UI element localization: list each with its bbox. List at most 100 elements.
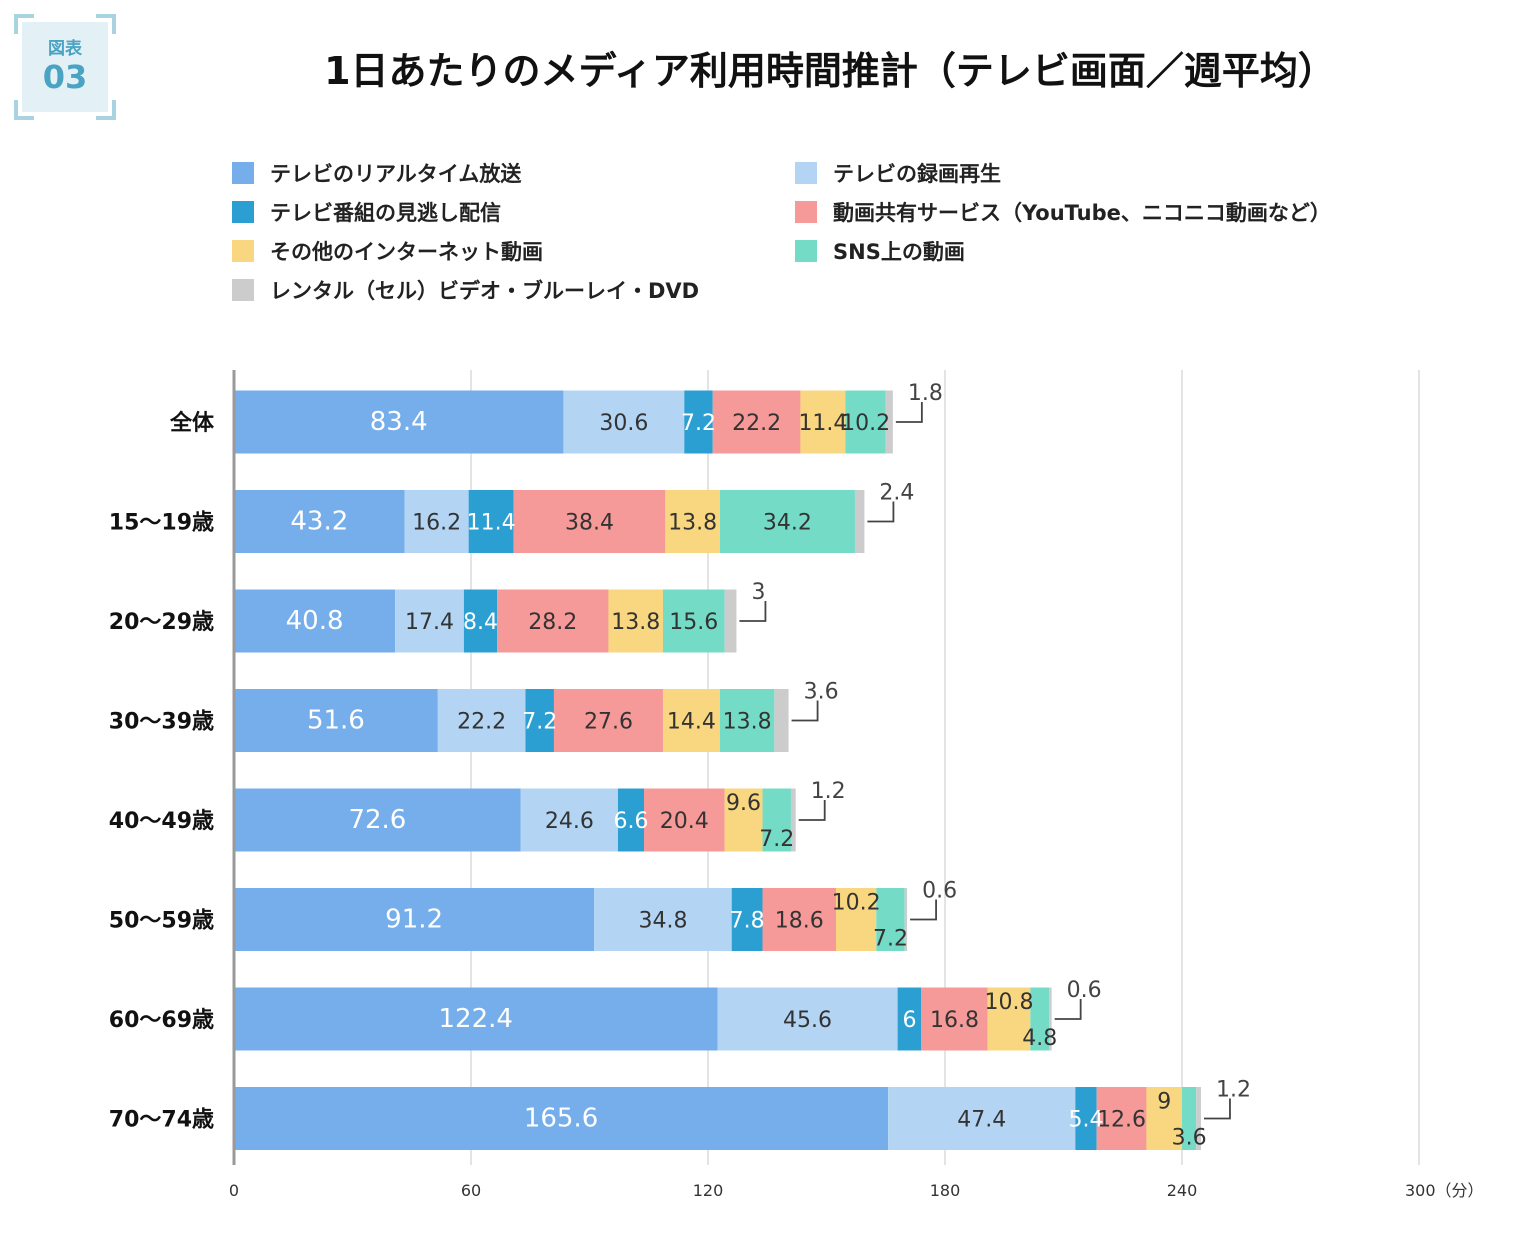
callout-line (867, 501, 895, 523)
legend-item: テレビのリアルタイム放送 (232, 158, 521, 188)
legend-swatch (795, 240, 817, 262)
bar-segment (762, 888, 836, 951)
bar-segment (1196, 1087, 1201, 1150)
data-label: 43.2 (290, 507, 348, 537)
bar-segment (234, 390, 564, 454)
data-label: 11.4 (798, 411, 847, 436)
x-tick-label: 120 (693, 1181, 724, 1200)
legend-label: テレビのリアルタイム放送 (270, 162, 522, 186)
bar-segment (1096, 1087, 1147, 1150)
legend-label: その他のインターネット動画 (270, 240, 543, 264)
data-label: 10.2 (841, 411, 890, 436)
data-label: 12.6 (1097, 1108, 1146, 1133)
bar-segment (234, 589, 396, 653)
bar-segment (854, 490, 865, 553)
data-label: 122.4 (439, 1004, 513, 1034)
bar-segment (662, 589, 725, 653)
bar-segment (553, 689, 663, 752)
callout-line (1054, 999, 1082, 1020)
data-label: 3.6 (1172, 1126, 1207, 1151)
bar-segment (724, 589, 737, 653)
category-label: 60〜69歳 (109, 1008, 214, 1033)
bar-segment (563, 390, 685, 454)
legend-item: その他のインターネット動画 (232, 236, 543, 266)
data-label: 4.8 (1022, 1026, 1057, 1051)
data-label: 34.2 (763, 511, 812, 536)
data-label: 47.4 (957, 1108, 1006, 1133)
data-label: 15.6 (669, 610, 718, 635)
data-label: 9 (1157, 1090, 1171, 1115)
bar-segment (897, 987, 922, 1051)
bar-segment (876, 888, 905, 951)
data-label: 16.2 (412, 511, 461, 536)
x-tick-label: 300（分） (1405, 1181, 1484, 1200)
bar-segment (608, 589, 663, 653)
badge-number: 03 (42, 58, 88, 96)
data-label: 5.4 (1069, 1108, 1104, 1133)
data-label: 30.6 (599, 411, 648, 436)
data-label: 1.8 (908, 381, 943, 406)
data-label: 7.2 (759, 827, 794, 852)
data-label: 16.8 (930, 1008, 979, 1033)
bar-segment (644, 788, 725, 852)
data-label: 38.4 (565, 511, 614, 536)
bar-segment (987, 987, 1031, 1051)
legend-label: 動画共有サービス（YouTube、ニコニコ動画など） (833, 201, 1331, 225)
data-label: 10.2 (832, 891, 881, 916)
bar-segment (904, 888, 908, 951)
data-label: 7.2 (522, 710, 557, 735)
bar-segment (594, 888, 732, 951)
bar-segment (790, 788, 796, 852)
data-label: 18.6 (775, 909, 824, 934)
bar-segment (525, 689, 554, 752)
data-label: 22.2 (732, 411, 781, 436)
data-label: 3 (751, 580, 765, 605)
data-label: 1.2 (811, 779, 846, 804)
callout-line (798, 800, 826, 821)
data-label: 7.2 (873, 927, 908, 952)
bar-segment (731, 888, 763, 951)
data-label: 7.8 (730, 909, 765, 934)
data-label: 0.6 (1067, 978, 1102, 1003)
data-label: 13.8 (668, 511, 717, 536)
data-label: 165.6 (524, 1104, 598, 1134)
badge-corner (14, 100, 34, 120)
bar-segment (234, 888, 595, 951)
data-label: 7.2 (681, 411, 716, 436)
legend-item: テレビの録画再生 (795, 158, 1001, 188)
data-label: 13.8 (611, 610, 660, 635)
bar-segment (234, 689, 438, 752)
bar-segment (234, 987, 718, 1051)
bar-segment (1146, 1087, 1182, 1150)
bar-segment (719, 490, 855, 553)
data-label: 83.4 (370, 407, 428, 437)
bar-segment (404, 490, 469, 553)
figure-badge: 図表 03 (14, 14, 116, 120)
category-label: 全体 (169, 410, 215, 436)
x-tick-label: 240 (1167, 1181, 1198, 1200)
bar-segment (712, 390, 801, 454)
bar-segment (234, 788, 521, 852)
bar-segment (662, 689, 720, 752)
bar-segment (234, 490, 405, 553)
data-label: 6 (902, 1008, 916, 1033)
callout-line (895, 402, 923, 423)
data-label: 91.2 (385, 905, 443, 935)
data-label: 45.6 (783, 1008, 832, 1033)
callout-line (910, 899, 937, 921)
legend-swatch (232, 162, 254, 184)
legend-label: レンタル（セル）ビデオ・ブルーレイ・DVD (270, 279, 700, 303)
legend-item: SNS上の動画 (795, 236, 965, 266)
badge-corner (14, 14, 34, 34)
bar-segment (719, 689, 775, 752)
legend-item: テレビ番組の見逃し配信 (232, 197, 501, 227)
data-label: 22.2 (457, 710, 506, 735)
bar-segment (1182, 1087, 1197, 1150)
category-label: 40〜49歳 (109, 809, 214, 834)
badge-corner (96, 14, 116, 34)
data-label: 3.6 (804, 680, 839, 705)
data-label: 40.8 (286, 606, 344, 636)
legend-label: テレビの録画再生 (833, 162, 1001, 186)
data-label: 28.2 (528, 610, 577, 635)
bar-segment (520, 788, 618, 852)
